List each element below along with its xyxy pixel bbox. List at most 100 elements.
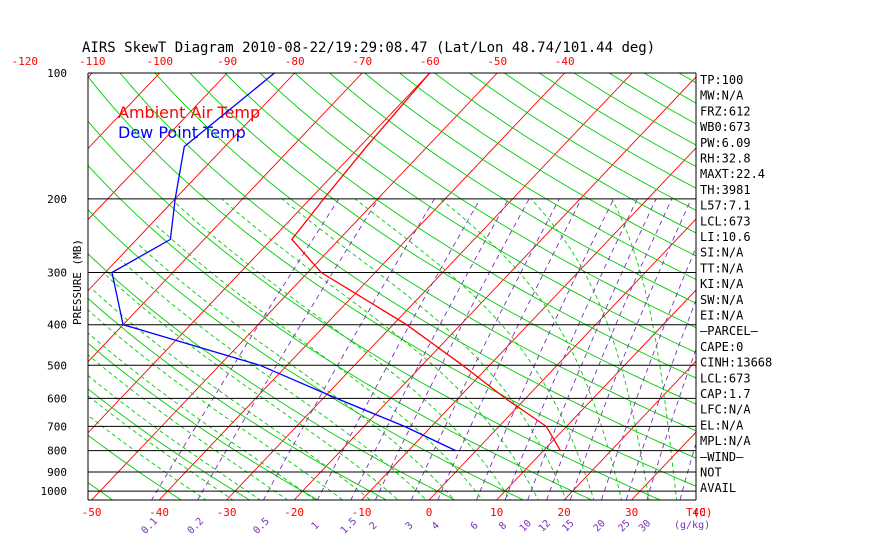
mixing-ratio-line <box>546 198 673 500</box>
pressure-tick-label: 300 <box>47 267 67 280</box>
dewpoint-temp-line <box>111 73 456 452</box>
isotherm-line <box>834 73 870 500</box>
moist-adiabat-line <box>92 289 372 500</box>
isotherm-line <box>563 360 696 500</box>
stat-item: LCL:673 <box>700 214 751 228</box>
stat-item: WB0:673 <box>700 120 751 134</box>
mixing-ratio-line <box>646 348 696 500</box>
stat-item: CINH:13668 <box>700 356 772 370</box>
mixing-ratio-tick-label: 6 <box>469 520 481 532</box>
bottom-temp-tick-label: 0 <box>426 506 433 519</box>
bottom-temp-tick-label: -40 <box>149 506 169 519</box>
moist-adiabat-line <box>154 223 483 500</box>
dry-adiabat-line <box>328 73 696 304</box>
top-temp-tick-label: -100 <box>146 55 173 68</box>
isotherm-line <box>158 73 566 500</box>
top-temp-tick-label: -90 <box>217 55 237 68</box>
mixing-ratio-tick-label: 20 <box>592 518 608 534</box>
dry-adiabat-line <box>538 73 696 167</box>
stat-item: MW:N/A <box>700 89 744 103</box>
stat-item: PW:6.09 <box>700 136 751 150</box>
mixing-ratio-line <box>601 246 696 500</box>
dry-adiabat-line <box>88 253 457 500</box>
mixing-ratio-line <box>262 198 435 500</box>
moist-adiabat-line <box>175 203 511 500</box>
moist-adiabat-line <box>354 198 595 500</box>
legend-dewpoint: Dew Point Temp <box>118 123 246 142</box>
isotherm-line <box>88 73 161 150</box>
stat-item: TP:100 <box>700 73 743 87</box>
dry-adiabat-line <box>433 73 696 234</box>
profile-layer <box>111 73 561 452</box>
mixing-ratio-line <box>350 198 509 500</box>
mixing-ratio-line <box>476 198 615 500</box>
dry-adiabat-line <box>119 73 696 459</box>
mixing-ratio-line <box>374 198 530 500</box>
pressure-tick-label: 100 <box>47 67 67 80</box>
isotherm-line <box>88 73 296 292</box>
stat-item: —WIND— <box>700 450 744 464</box>
isotherm-line <box>88 73 363 363</box>
stat-item: KI:N/A <box>700 277 744 291</box>
mixing-ratio-tick-label: 12 <box>537 518 553 534</box>
mixing-ratio-tick-label: 0.1 <box>140 516 161 537</box>
isotherm-line <box>631 431 696 500</box>
top-temp-tick-label: -80 <box>285 55 305 68</box>
pressure-tick-label: 600 <box>47 392 67 405</box>
mixing-ratio-line <box>410 198 560 500</box>
mixing-ratio-line <box>569 198 692 500</box>
top-temp-tick-label: -50 <box>487 55 507 68</box>
bottom-temp-tick-label: -50 <box>82 506 102 519</box>
stat-item: LCL:673 <box>700 371 751 385</box>
dry-adiabat-line <box>363 73 696 280</box>
bottom-temp-tick-label: 40 <box>692 506 705 519</box>
stat-item: —PARCEL— <box>700 324 759 338</box>
pressure-tick-label: 800 <box>47 445 67 458</box>
dry-adiabat-line <box>88 434 183 500</box>
pressure-tick-label: 400 <box>47 319 67 332</box>
mixing-ratio-line <box>679 441 696 500</box>
top-temp-tick-label: -120 <box>11 55 38 68</box>
moist-adiabat-line <box>120 259 427 500</box>
isotherm-line <box>226 73 633 500</box>
moist-adiabat-line <box>88 374 261 500</box>
stat-item: MPL:N/A <box>700 434 751 448</box>
dry-adiabat-line <box>573 73 696 146</box>
dry-adiabat-line <box>88 388 251 500</box>
bottom-temp-tick-label: 30 <box>625 506 638 519</box>
dry-adiabat-line <box>154 73 696 432</box>
top-temp-tick-label: -40 <box>555 55 575 68</box>
stat-item: AVAIL <box>700 481 736 495</box>
stat-item: FRZ:612 <box>700 104 751 118</box>
dry-adiabat-line <box>88 164 594 500</box>
dry-adiabat-line <box>259 73 696 354</box>
dry-adiabat-line <box>608 73 696 125</box>
legend-ambient: Ambient Air Temp <box>118 103 260 122</box>
top-temp-tick-label: -60 <box>420 55 440 68</box>
mixing-ratio-tick-label: 0.5 <box>251 516 272 537</box>
dry-adiabat-line <box>294 73 696 329</box>
mixing-ratio-line <box>625 299 696 500</box>
mixing-ratio-tick-label: 1.5 <box>339 516 360 537</box>
dry-adiabat-line <box>189 73 696 405</box>
mixing-ratio-tick-label: 4 <box>430 520 442 532</box>
mixing-ratio-line <box>316 198 481 500</box>
bottom-temp-tick-label: -20 <box>284 506 304 519</box>
stat-item: NOT <box>700 466 722 480</box>
pressure-tick-label: 200 <box>47 193 67 206</box>
bottom-temp-tick-label: 10 <box>490 506 503 519</box>
dry-adiabat-line <box>88 297 388 500</box>
stat-item: TH:3981 <box>700 183 751 197</box>
bottom-temp-tick-label: -10 <box>352 506 372 519</box>
dry-adiabat-line <box>88 120 662 500</box>
mixing-ratio-unit-label: (g/kg) <box>674 520 710 531</box>
mixing-ratio-line <box>527 198 657 500</box>
isotherm-line <box>767 73 870 500</box>
mixing-ratio-tick-label: 2 <box>368 520 380 532</box>
stat-item: MAXT:22.4 <box>700 167 765 181</box>
mixing-ratio-line <box>437 198 582 500</box>
mixing-ratio-tick-label: 25 <box>616 518 632 534</box>
top-temp-tick-label: -70 <box>352 55 372 68</box>
stat-item: CAP:1.7 <box>700 387 751 401</box>
